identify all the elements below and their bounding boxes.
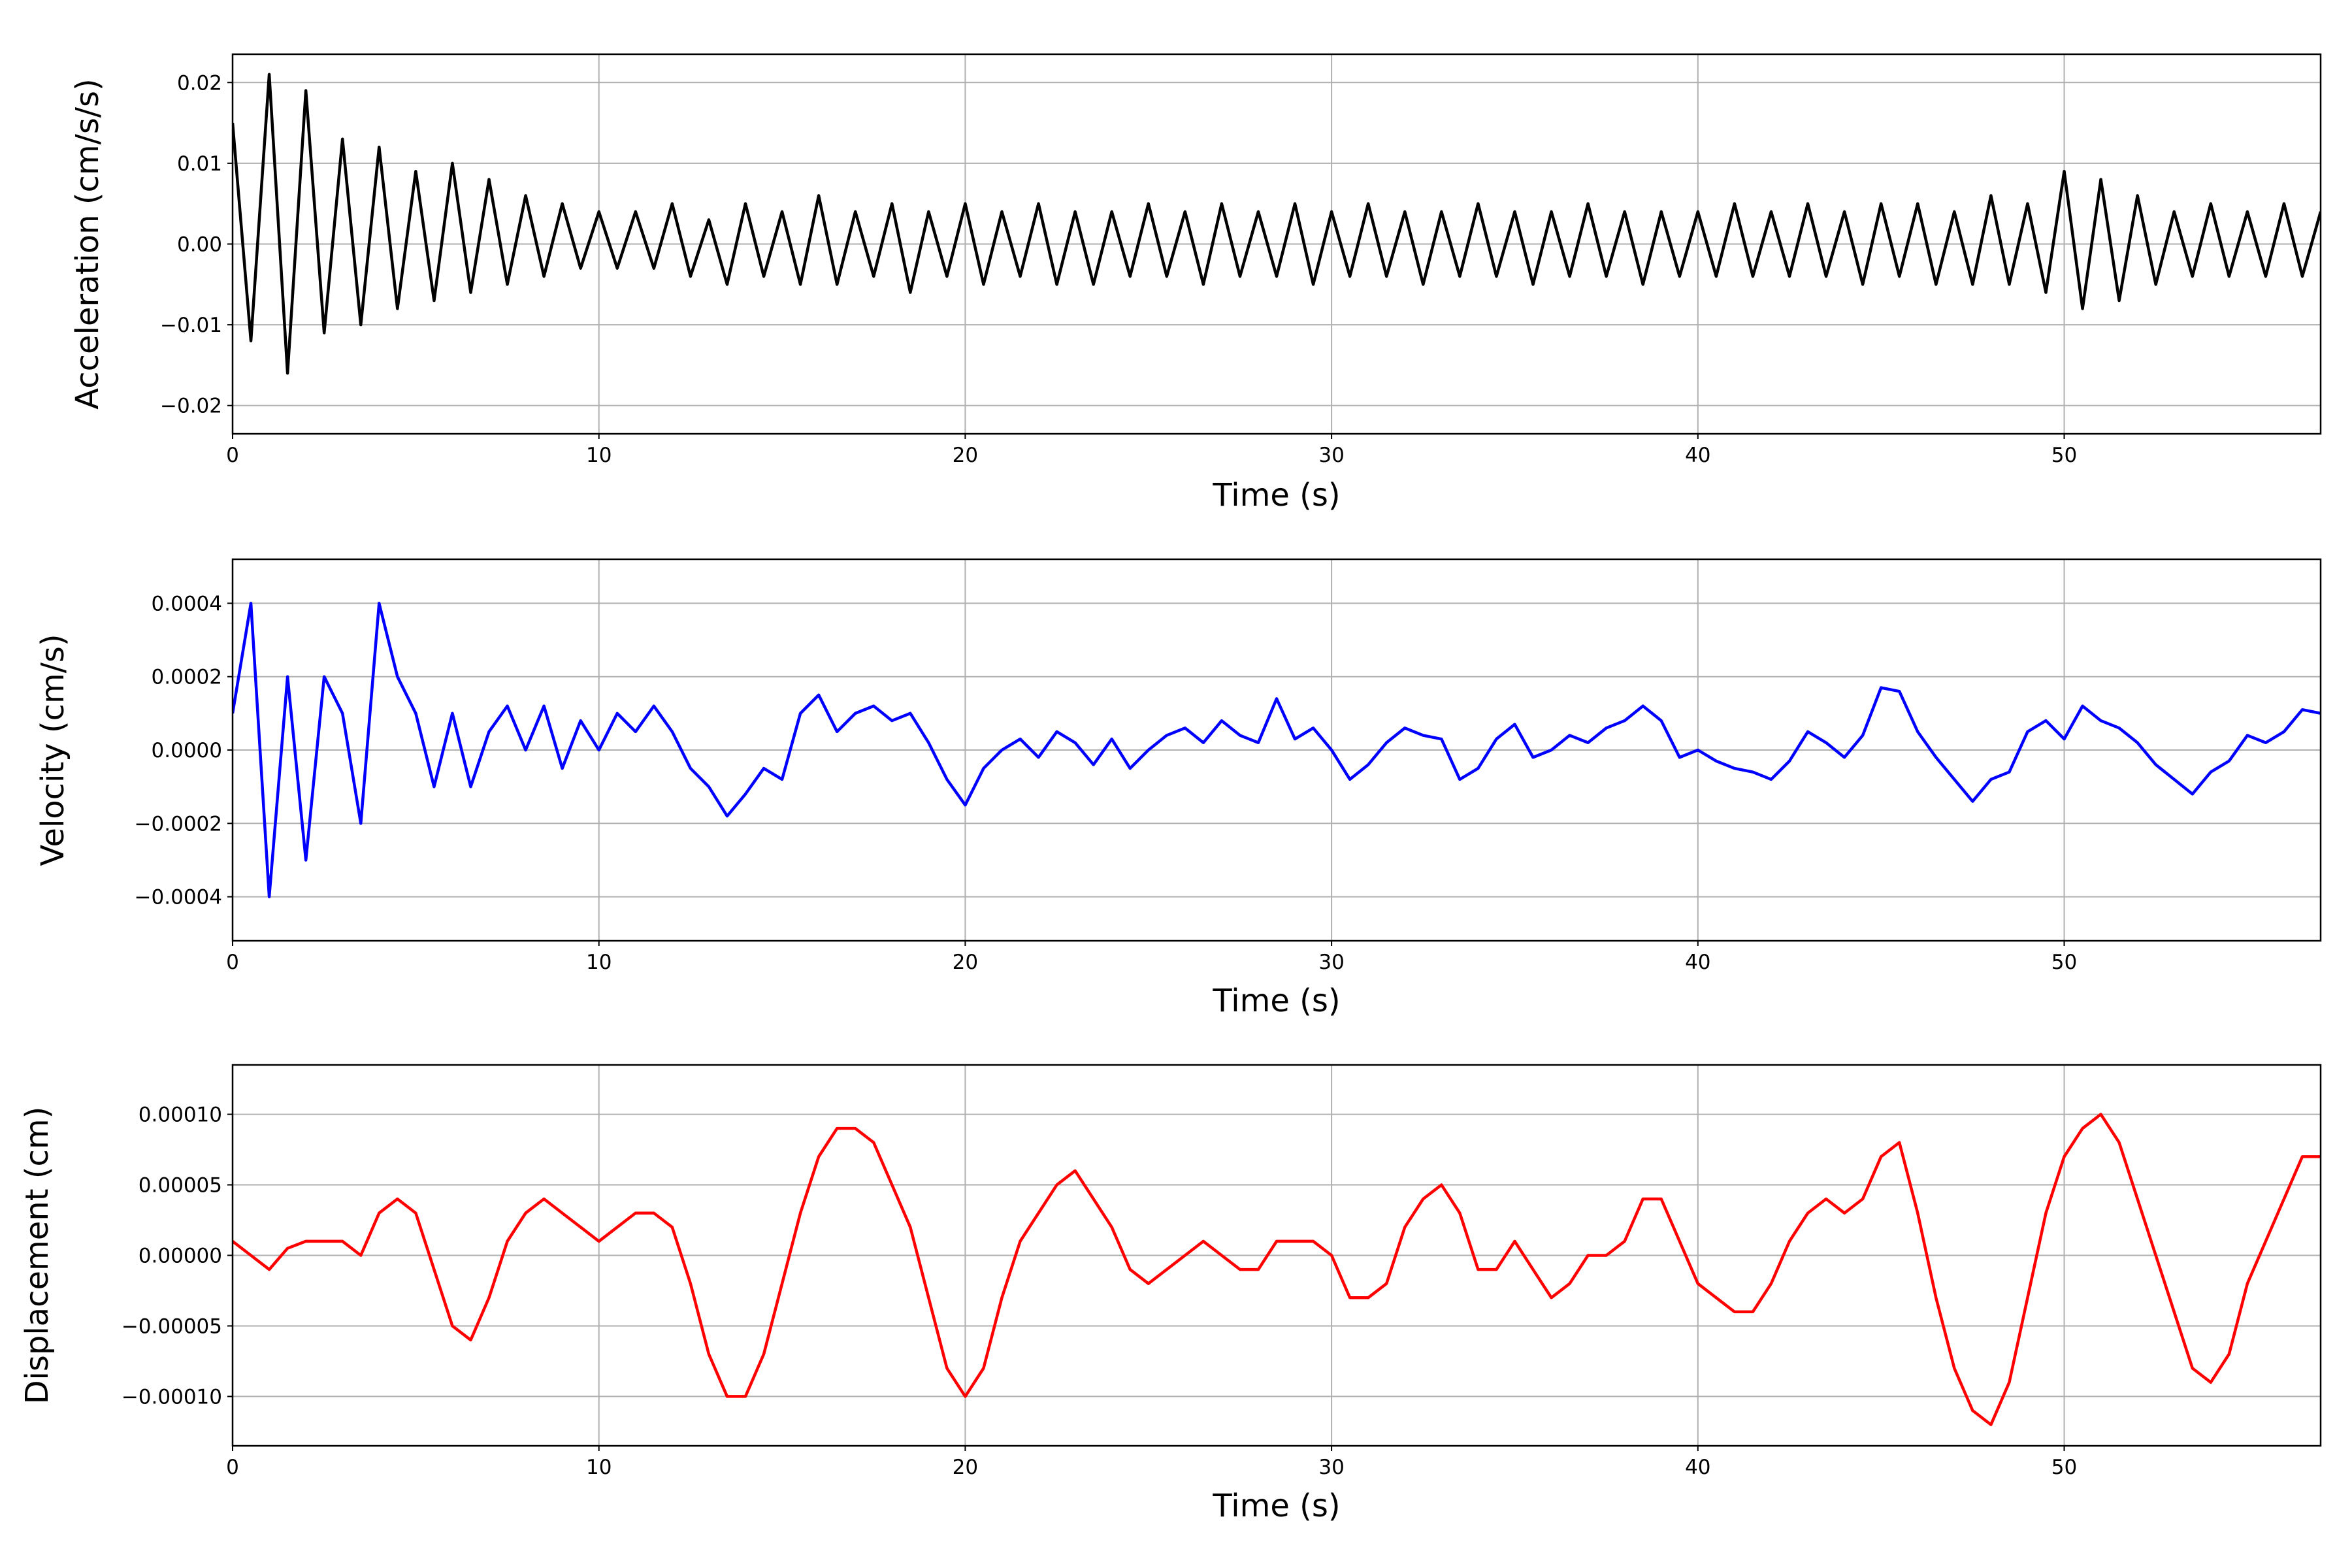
data-line <box>233 1113 2321 1426</box>
y-tick-label: −0.00010 <box>122 1385 222 1409</box>
y-tick-label: −0.01 <box>160 314 222 337</box>
x-tick-label: 40 <box>1685 444 1710 467</box>
x-tick-label: 20 <box>953 444 978 467</box>
x-tick-label: 50 <box>2051 951 2077 974</box>
y-tick-label: 0.0000 <box>152 739 222 762</box>
x-tick-label: 20 <box>953 951 978 974</box>
x-tick-label: 0 <box>226 444 239 467</box>
y-tick-label: 0.0004 <box>152 592 222 615</box>
x-tick-label: 30 <box>1318 1456 1344 1479</box>
data-line <box>233 73 2321 375</box>
x-tick-label: 10 <box>586 1456 612 1479</box>
y-axis-label: Velocity (cm/s) <box>35 634 71 866</box>
x-tick-label: 0 <box>226 951 239 974</box>
axes-frame <box>231 558 2322 942</box>
axes-frame <box>231 1064 2322 1447</box>
y-tick-label: 0.00005 <box>139 1174 222 1198</box>
y-tick-label: −0.00005 <box>122 1315 222 1338</box>
x-tick-label: 40 <box>1685 951 1710 974</box>
y-tick-label: 0.00 <box>177 233 222 257</box>
data-line <box>233 602 2321 898</box>
axes-frame <box>231 53 2322 435</box>
x-axis-label: Time (s) <box>1212 983 1340 1019</box>
y-tick-label: 0.01 <box>177 152 222 176</box>
x-tick-label: 50 <box>2051 444 2077 467</box>
x-tick-label: 10 <box>586 444 612 467</box>
y-tick-label: 0.00010 <box>139 1103 222 1127</box>
plot-area <box>233 602 2321 898</box>
plot-area <box>233 73 2321 375</box>
y-axis-label: Displacement (cm) <box>19 1107 56 1405</box>
y-tick-label: −0.0004 <box>135 886 222 909</box>
y-tick-label: −0.02 <box>160 395 222 418</box>
x-tick-label: 10 <box>586 951 612 974</box>
x-tick-label: 50 <box>2051 1456 2077 1479</box>
y-axis-label: Acceleration (cm/s/s) <box>69 78 106 409</box>
y-tick-label: −0.0002 <box>135 812 222 836</box>
x-tick-label: 40 <box>1685 1456 1710 1479</box>
plot-area <box>233 1113 2321 1426</box>
x-tick-label: 20 <box>953 1456 978 1479</box>
x-axis-label: Time (s) <box>1212 1488 1340 1524</box>
y-tick-label: 0.02 <box>177 71 222 95</box>
x-tick-label: 30 <box>1318 951 1344 974</box>
x-tick-label: 30 <box>1318 444 1344 467</box>
x-tick-label: 0 <box>226 1456 239 1479</box>
x-axis-label: Time (s) <box>1212 477 1340 514</box>
y-tick-label: 0.0002 <box>152 666 222 689</box>
y-tick-label: 0.00000 <box>139 1245 222 1268</box>
